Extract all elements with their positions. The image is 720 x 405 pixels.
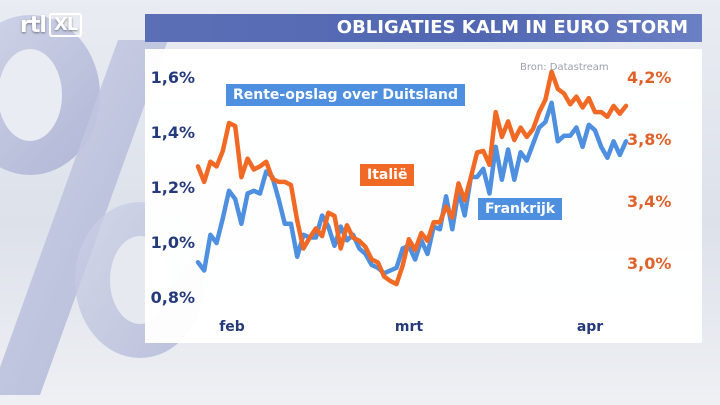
source-note: Bron: Datastream [520,62,609,73]
channel-logo: rtl XL [20,12,83,38]
y-left-tick-label: 1,6% [150,68,195,87]
y-right-tick-label: 3,8% [627,130,672,149]
y-right-tick-label: 3,4% [627,192,672,211]
x-tick-label: mrt [394,319,424,335]
series-line-italie [195,69,629,287]
y-right-tick-label: 4,2% [627,68,672,87]
series-label-italie: Italië [360,164,415,186]
y-left-tick-label: 1,4% [150,123,195,142]
series-label-frankrijk: Frankrijk [478,198,563,220]
chart-subtitle-label: Rente-opslag over Duitsland [226,84,466,106]
y-left-tick-label: 0,8% [150,288,195,307]
y-left-tick-label: 1,0% [150,233,195,252]
logo-box-text: XL [48,13,83,37]
chart-title: OBLIGATIES KALM IN EURO STORM [145,14,702,42]
x-tick-label: feb [219,319,245,335]
y-right-tick-label: 3,0% [627,254,672,273]
logo-text: rtl [20,12,47,38]
x-tick-label: apr [576,319,604,335]
y-left-tick-label: 1,2% [150,178,195,197]
